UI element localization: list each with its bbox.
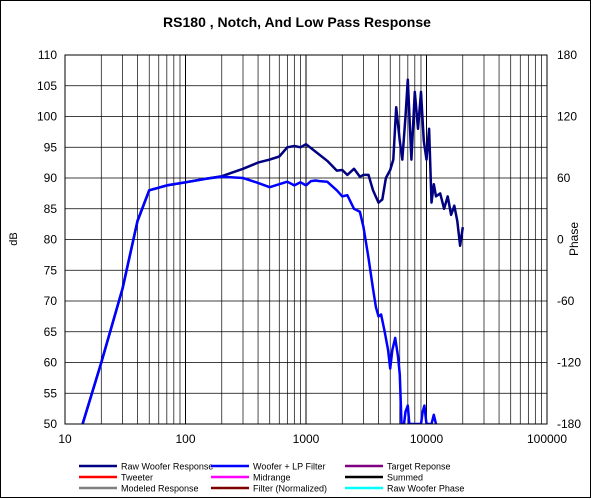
legend: Raw Woofer Response Woofer + LP Filter Tar… bbox=[79, 462, 464, 494]
y-axis-label: dB bbox=[8, 232, 20, 245]
y2-tick-label: 180 bbox=[557, 48, 577, 62]
y2-axis-label: Phase bbox=[567, 222, 581, 256]
legend-label: Raw Woofer Phase bbox=[387, 484, 464, 494]
plot-frame bbox=[64, 54, 548, 425]
legend-label: Summed bbox=[387, 473, 423, 483]
y-tick-label: 90 bbox=[44, 171, 58, 185]
y-tick-label: 80 bbox=[44, 233, 58, 247]
legend-label: Woofer + LP Filter bbox=[253, 462, 325, 472]
series-line-2 bbox=[81, 175, 438, 424]
y-tick-label: 110 bbox=[38, 48, 57, 62]
x-tick-label: 10000 bbox=[410, 432, 444, 446]
x-tick-label: 100000 bbox=[527, 432, 567, 446]
tick-labels: 10 100 1000 10000 10000050556065707580859095… bbox=[37, 48, 581, 446]
y-tick-label: 55 bbox=[44, 386, 58, 400]
y-tick-label: 50 bbox=[44, 417, 58, 431]
series-line-1 bbox=[81, 78, 465, 424]
chart-title: RS180 , Notch, And Low Pass Response bbox=[163, 14, 431, 30]
legend-label: Filter (Normalized) bbox=[253, 484, 327, 494]
y-tick-label: 75 bbox=[44, 263, 58, 277]
y-tick-label: 105 bbox=[37, 79, 57, 93]
y-tick-label: 85 bbox=[44, 202, 58, 216]
y2-tick-label: -60 bbox=[557, 294, 575, 308]
y-tick-label: 95 bbox=[44, 140, 58, 154]
legend-label: Midrange bbox=[253, 473, 291, 483]
y-tick-label: 60 bbox=[44, 356, 58, 370]
y2-tick-label: 60 bbox=[557, 171, 571, 185]
x-tick-label: 10 bbox=[58, 432, 72, 446]
legend-label: Raw Woofer Response bbox=[121, 462, 213, 472]
y-tick-label: 70 bbox=[44, 294, 58, 308]
x-tick-label: 1000 bbox=[293, 432, 320, 446]
series-layer bbox=[81, 78, 465, 424]
grid bbox=[65, 55, 547, 424]
y2-tick-label: -120 bbox=[557, 356, 581, 370]
legend-label: Modeled Response bbox=[121, 484, 199, 494]
y2-tick-label: -180 bbox=[557, 417, 581, 431]
y-tick-label: 100 bbox=[37, 110, 57, 124]
y2-tick-label: 0 bbox=[557, 233, 564, 247]
legend-label: Tweeter bbox=[121, 473, 153, 483]
legend-label: Target Reponse bbox=[387, 462, 451, 472]
y-tick-label: 65 bbox=[44, 325, 58, 339]
x-tick-label: 100 bbox=[175, 432, 195, 446]
y2-tick-label: 120 bbox=[557, 110, 577, 124]
